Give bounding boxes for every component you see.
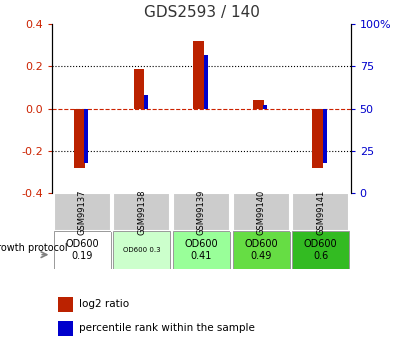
Bar (58, 297, 73, 312)
Text: OD600
0.19: OD600 0.19 (65, 239, 99, 261)
Bar (113, 193, 170, 231)
Bar (113, 231, 170, 269)
Bar (58, 321, 73, 336)
Bar (133, 69, 144, 109)
Text: GSM99140: GSM99140 (257, 189, 266, 235)
Bar (253, 100, 264, 109)
Bar (144, 95, 148, 109)
Bar (173, 193, 230, 231)
Bar (323, 109, 327, 163)
Bar (173, 231, 230, 269)
Text: GSM99138: GSM99138 (137, 189, 146, 235)
Text: OD600 0.3: OD600 0.3 (123, 247, 161, 253)
Bar (193, 41, 204, 109)
Text: GSM99141: GSM99141 (316, 189, 325, 235)
Text: log2 ratio: log2 ratio (79, 299, 129, 309)
Bar (84, 109, 89, 163)
Bar (74, 109, 85, 168)
Text: GSM99137: GSM99137 (78, 189, 87, 235)
Text: GSM99139: GSM99139 (197, 189, 206, 235)
Bar (233, 193, 290, 231)
Bar (204, 55, 208, 109)
Text: growth protocol: growth protocol (0, 243, 67, 253)
Bar (292, 193, 349, 231)
Bar (263, 105, 268, 109)
Bar (54, 231, 111, 269)
Text: OD600
0.41: OD600 0.41 (185, 239, 218, 261)
Bar (54, 193, 111, 231)
Title: GDS2593 / 140: GDS2593 / 140 (143, 5, 260, 20)
Text: OD600
0.49: OD600 0.49 (244, 239, 278, 261)
Text: OD600
0.6: OD600 0.6 (304, 239, 338, 261)
Text: percentile rank within the sample: percentile rank within the sample (79, 324, 255, 333)
Bar (292, 231, 349, 269)
Bar (312, 109, 323, 168)
Bar (233, 231, 290, 269)
